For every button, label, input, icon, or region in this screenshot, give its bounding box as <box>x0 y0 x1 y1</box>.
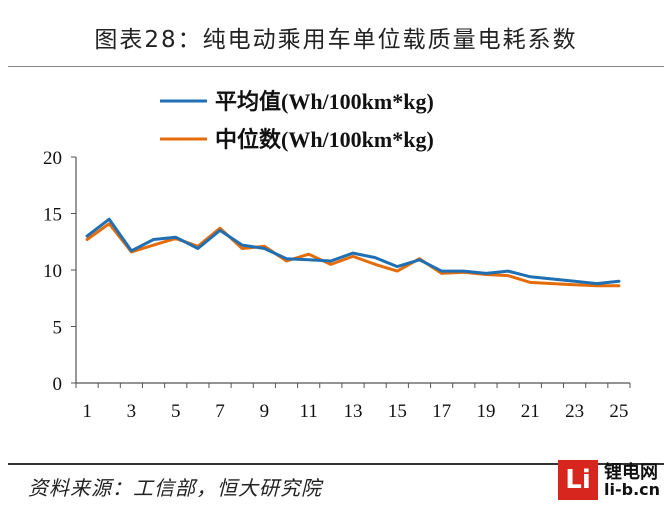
x-tick-label: 5 <box>171 401 181 422</box>
y-tick-label: 5 <box>53 318 63 339</box>
source-note: 资料来源：工信部，恒大研究院 <box>28 476 322 500</box>
chart-title: 图表28：纯电动乘用车单位载质量电耗系数 <box>94 27 578 53</box>
x-tick-label: 7 <box>215 401 225 422</box>
x-tick-label: 15 <box>388 401 407 422</box>
series-line-mean <box>85 217 621 286</box>
x-tick-label: 9 <box>260 401 270 422</box>
watermark-logo: Li 锂电网 li-b.cn <box>558 458 668 502</box>
y-tick-label: 15 <box>43 205 62 226</box>
logo-name: 锂电网 <box>604 462 658 483</box>
x-tick-label: 25 <box>609 401 628 422</box>
y-tick-label: 0 <box>53 374 63 395</box>
x-tick-label: 21 <box>521 401 540 422</box>
x-tick-label: 13 <box>344 401 363 422</box>
title-divider <box>8 66 664 67</box>
y-tick-label: 10 <box>43 261 62 282</box>
legend-label-median: 中位数(Wh/100km*kg) <box>215 127 434 152</box>
footer-divider <box>8 463 664 465</box>
plot-lines <box>85 217 621 288</box>
x-tick-label: 3 <box>127 401 137 422</box>
y-axis-ticks: 0 5 10 15 20 <box>43 148 76 395</box>
logo-mark: Li <box>558 460 598 500</box>
x-tick-label: 17 <box>432 401 451 422</box>
x-tick-label: 11 <box>300 401 318 422</box>
y-tick-label: 20 <box>43 148 62 169</box>
axes <box>75 157 630 384</box>
logo-url: li-b.cn <box>604 480 661 499</box>
x-axis-ticks: 1 3 5 7 9 11 13 15 17 19 21 23 25 <box>75 383 631 422</box>
x-tick-label: 23 <box>565 401 584 422</box>
x-tick-label: 1 <box>82 401 92 422</box>
legend: 平均值(Wh/100km*kg) 中位数(Wh/100km*kg) <box>160 89 434 152</box>
x-tick-label: 19 <box>476 401 495 422</box>
legend-label-mean: 平均值(Wh/100km*kg) <box>215 89 434 114</box>
